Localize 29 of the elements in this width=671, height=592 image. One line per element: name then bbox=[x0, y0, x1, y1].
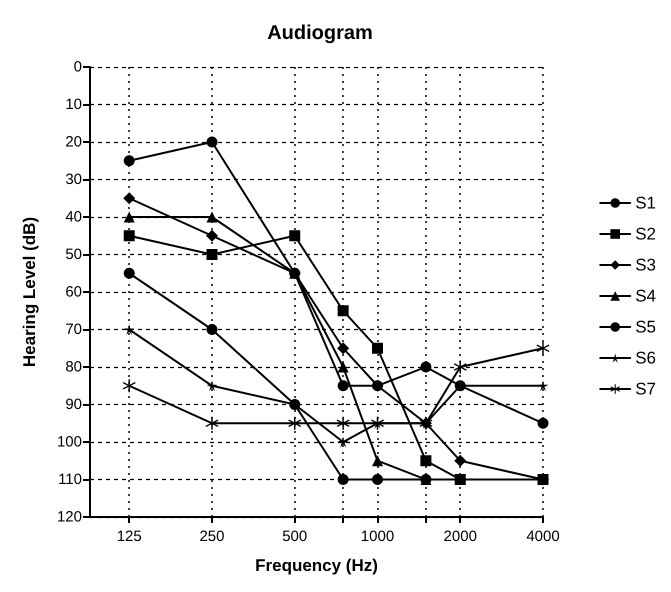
y-tick-label: 90 bbox=[65, 396, 82, 413]
y-axis-title: Hearing Level (dB) bbox=[20, 216, 39, 368]
x-axis-title: Frequency (Hz) bbox=[255, 556, 378, 575]
y-tick-label: 100 bbox=[56, 434, 82, 450]
x-tick-label: 125 bbox=[116, 528, 142, 545]
y-tick-label: 20 bbox=[65, 134, 82, 150]
x-tick-label: 1000 bbox=[360, 528, 394, 545]
x-tick-label: 2000 bbox=[444, 528, 477, 545]
chart-title: Audiogram bbox=[267, 22, 373, 44]
legend-label: S1 bbox=[635, 194, 656, 212]
legend-label: S5 bbox=[635, 318, 656, 336]
legend-label: S7 bbox=[635, 380, 656, 398]
y-tick-label: 30 bbox=[65, 171, 82, 188]
y-tick-label: 60 bbox=[65, 284, 82, 300]
y-tick-label: 40 bbox=[65, 208, 82, 226]
x-tick-label: 4000 bbox=[526, 528, 560, 545]
legend-label: S6 bbox=[635, 348, 656, 368]
y-tick-label: 70 bbox=[65, 321, 82, 338]
y-tick-label: 120 bbox=[56, 508, 82, 526]
y-tick-label: 50 bbox=[65, 246, 82, 263]
x-tick-label: 250 bbox=[199, 528, 224, 545]
legend-label: S2 bbox=[635, 224, 656, 244]
legend-label: S3 bbox=[635, 256, 656, 274]
x-tick-label: 500 bbox=[282, 528, 308, 545]
y-tick-label: 80 bbox=[65, 358, 82, 376]
y-tick-label: 110 bbox=[58, 471, 82, 488]
y-tick-label: 0 bbox=[74, 58, 82, 76]
legend-label: S4 bbox=[635, 286, 656, 306]
y-tick-label: 10 bbox=[65, 96, 82, 113]
